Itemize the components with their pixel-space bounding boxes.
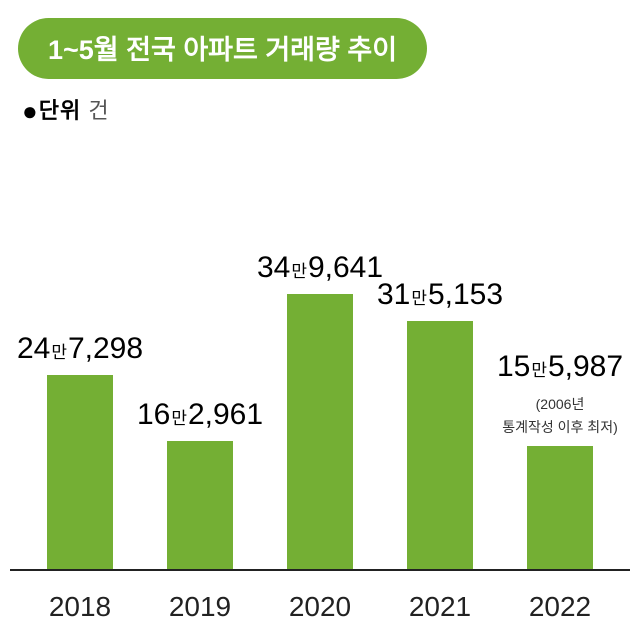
bar-note-line1: (2006년 bbox=[536, 396, 585, 412]
bar-rect bbox=[167, 441, 233, 569]
x-axis-labels: 2018 2019 2020 2021 2022 bbox=[20, 591, 620, 623]
bar-note-line2: 통계작성 이후 최저) bbox=[502, 419, 617, 435]
bar-value-prefix: 15 bbox=[497, 350, 530, 383]
bar-value-label: 24만7,298 bbox=[17, 331, 143, 367]
bar-value-prefix: 24 bbox=[17, 332, 50, 365]
bar-note: (2006년 통계작성 이후 최저) bbox=[502, 393, 617, 438]
bar-group: 16만2,961 bbox=[140, 397, 260, 569]
bar-rect bbox=[287, 294, 353, 569]
bar-value-suffix: 2,961 bbox=[188, 398, 263, 431]
x-axis-label: 2018 bbox=[20, 591, 140, 623]
x-axis-label: 2021 bbox=[380, 591, 500, 623]
bar-value-label: 15만5,987 bbox=[497, 349, 623, 385]
unit-line: ●단위 건 bbox=[22, 93, 640, 127]
bar-group: 15만5,987 (2006년 통계작성 이후 최저) bbox=[500, 349, 620, 569]
bar-group: 24만7,298 bbox=[20, 331, 140, 569]
unit-value: 건 bbox=[81, 98, 109, 123]
bar-rect bbox=[527, 446, 593, 569]
bar-value-suffix: 7,298 bbox=[68, 332, 143, 365]
bar-value-suffix: 5,987 bbox=[548, 350, 623, 383]
bar-value-suffix: 9,641 bbox=[308, 251, 383, 284]
unit-label: 단위 bbox=[39, 98, 81, 123]
chart-area: 24만7,298 16만2,961 34만9,641 31만5,153 15만5 bbox=[0, 123, 640, 623]
bar-rect bbox=[47, 375, 113, 569]
bar-group: 31만5,153 bbox=[380, 277, 500, 569]
bar-rect bbox=[407, 321, 473, 569]
x-axis-label: 2019 bbox=[140, 591, 260, 623]
chart-title-text: 1~5월 전국 아파트 거래량 추이 bbox=[48, 35, 397, 65]
bar-value-man: 만 bbox=[50, 343, 68, 362]
bar-value-label: 34만9,641 bbox=[257, 250, 383, 286]
bars-container: 24만7,298 16만2,961 34만9,641 31만5,153 15만5 bbox=[20, 129, 620, 569]
x-axis-line bbox=[10, 569, 630, 571]
bar-value-suffix: 5,153 bbox=[428, 278, 503, 311]
x-axis-label: 2022 bbox=[500, 591, 620, 623]
bullet-icon: ● bbox=[22, 96, 39, 126]
x-axis-label: 2020 bbox=[260, 591, 380, 623]
bar-value-man: 만 bbox=[530, 361, 548, 380]
bar-value-man: 만 bbox=[290, 262, 308, 281]
bar-value-man: 만 bbox=[170, 409, 188, 428]
bar-value-man: 만 bbox=[410, 289, 428, 308]
bar-value-label: 31만5,153 bbox=[377, 277, 503, 313]
chart-title-pill: 1~5월 전국 아파트 거래량 추이 bbox=[18, 18, 427, 79]
bar-value-label: 16만2,961 bbox=[137, 397, 263, 433]
bar-value-prefix: 31 bbox=[377, 278, 410, 311]
bar-group: 34만9,641 bbox=[260, 250, 380, 569]
bar-value-prefix: 16 bbox=[137, 398, 170, 431]
bar-value-prefix: 34 bbox=[257, 251, 290, 284]
